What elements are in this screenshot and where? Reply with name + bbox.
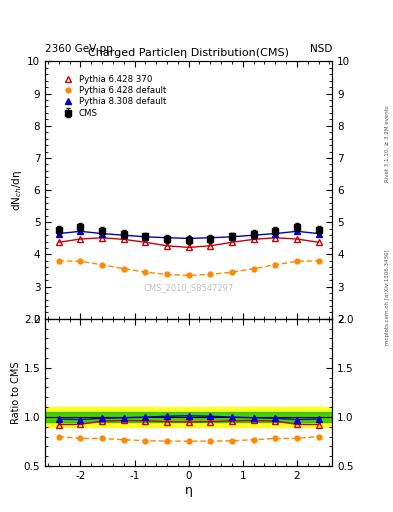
Bar [45, 412, 332, 422]
Pythia 8.308 default [294, 228, 299, 234]
Pythia 6.428 default [273, 262, 277, 268]
Pythia 6.428 default [230, 269, 234, 275]
Pythia 8.308 default [316, 230, 321, 237]
Line: Pythia 6.428 370: Pythia 6.428 370 [55, 234, 322, 250]
Pythia 8.308 default [78, 228, 83, 234]
Text: NSD: NSD [310, 44, 332, 54]
Pythia 8.308 default [186, 236, 191, 242]
Pythia 6.428 370 [208, 243, 213, 249]
Pythia 6.428 default [251, 266, 256, 272]
Pythia 6.428 default [186, 272, 191, 279]
Pythia 8.308 default [143, 233, 148, 240]
Pythia 6.428 default [100, 262, 105, 268]
Line: Pythia 6.428 default: Pythia 6.428 default [56, 259, 321, 278]
Pythia 8.308 default [100, 230, 105, 237]
Pythia 6.428 370 [165, 243, 169, 249]
Pythia 6.428 370 [230, 239, 234, 245]
Pythia 8.308 default [251, 232, 256, 238]
Legend: Pythia 6.428 370, Pythia 6.428 default, Pythia 8.308 default, CMS: Pythia 6.428 370, Pythia 6.428 default, … [58, 73, 168, 119]
Pythia 6.428 370 [100, 234, 105, 241]
Pythia 6.428 370 [121, 237, 126, 243]
Pythia 6.428 370 [273, 234, 277, 241]
Pythia 6.428 370 [251, 237, 256, 243]
Pythia 8.308 default [165, 234, 169, 241]
Pythia 8.308 default [121, 232, 126, 238]
Text: mcplots.cern.ch [arXiv:1306.3436]: mcplots.cern.ch [arXiv:1306.3436] [385, 249, 389, 345]
Pythia 6.428 370 [78, 236, 83, 242]
Pythia 8.308 default [230, 233, 234, 240]
Pythia 6.428 default [78, 258, 83, 264]
Text: CMS_2010_S8547297: CMS_2010_S8547297 [143, 284, 234, 292]
Text: Rivet 3.1.10, ≥ 3.2M events: Rivet 3.1.10, ≥ 3.2M events [385, 105, 389, 182]
Y-axis label: Ratio to CMS: Ratio to CMS [11, 361, 21, 423]
Pythia 6.428 370 [143, 239, 148, 245]
Y-axis label: dN$_{ch}$/dη: dN$_{ch}$/dη [11, 169, 24, 211]
Pythia 8.308 default [273, 230, 277, 237]
Line: Pythia 8.308 default: Pythia 8.308 default [55, 228, 322, 242]
Pythia 8.308 default [56, 230, 61, 237]
Pythia 8.308 default [208, 234, 213, 241]
Text: 2360 GeV pp: 2360 GeV pp [45, 44, 113, 54]
Pythia 6.428 default [165, 271, 169, 278]
Pythia 6.428 370 [56, 239, 61, 245]
Pythia 6.428 default [316, 258, 321, 264]
Pythia 6.428 370 [186, 244, 191, 250]
Pythia 6.428 default [208, 271, 213, 278]
Bar [45, 407, 332, 426]
Pythia 6.428 370 [294, 236, 299, 242]
Pythia 6.428 370 [316, 239, 321, 245]
X-axis label: η: η [185, 483, 193, 497]
Pythia 6.428 default [56, 258, 61, 264]
Title: Charged Particleη Distribution(CMS): Charged Particleη Distribution(CMS) [88, 48, 289, 58]
Pythia 6.428 default [121, 266, 126, 272]
Pythia 6.428 default [143, 269, 148, 275]
Pythia 6.428 default [294, 258, 299, 264]
